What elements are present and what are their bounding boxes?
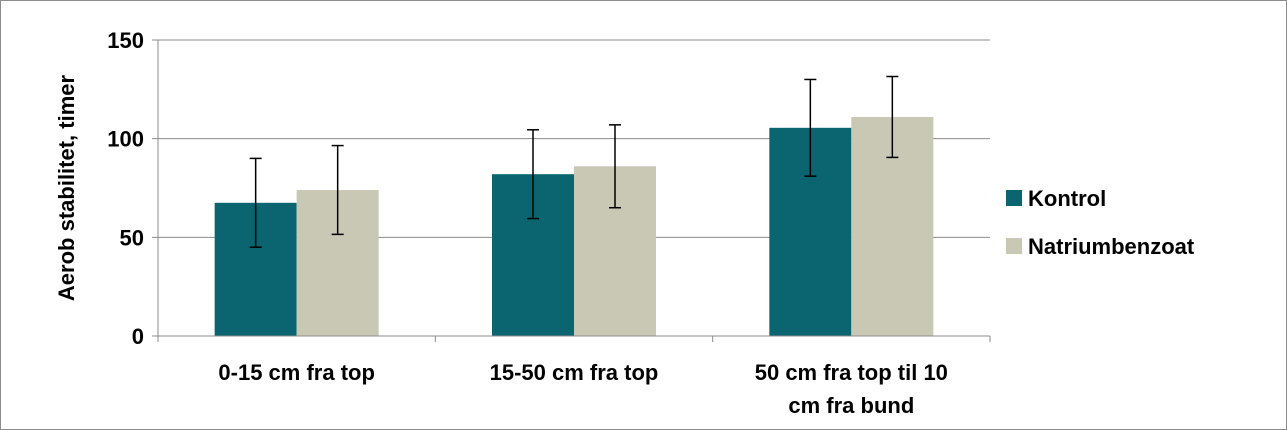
legend-label: Kontrol [1028, 186, 1106, 211]
y-axis-label: Aerob stabilitet, timer [54, 74, 79, 301]
axes-group [152, 39, 991, 342]
y-tick-label: 50 [120, 225, 144, 250]
bars-group [214, 116, 934, 337]
legend-label: Natriumbenzoat [1028, 234, 1195, 259]
y-tick-label: 100 [107, 127, 144, 152]
category-label: 50 cm fra top til 10 [755, 360, 948, 385]
category-labels: 0-15 cm fra top 15-50 cm fra top 50 cm fra… [218, 360, 948, 418]
y-tick-label: 0 [132, 324, 144, 349]
legend-swatch-natriumbenzoat [1006, 238, 1022, 254]
legend: Kontrol Natriumbenzoat [1006, 186, 1195, 259]
y-tick-labels: 0 50 100 150 [107, 28, 144, 349]
legend-swatch-kontrol [1006, 190, 1022, 206]
y-tick-label: 150 [107, 28, 144, 53]
category-label: 15-50 cm fra top [490, 360, 659, 385]
category-label: cm fra bund [788, 393, 914, 418]
category-label: 0-15 cm fra top [218, 360, 375, 385]
error-bars-group [249, 75, 899, 248]
